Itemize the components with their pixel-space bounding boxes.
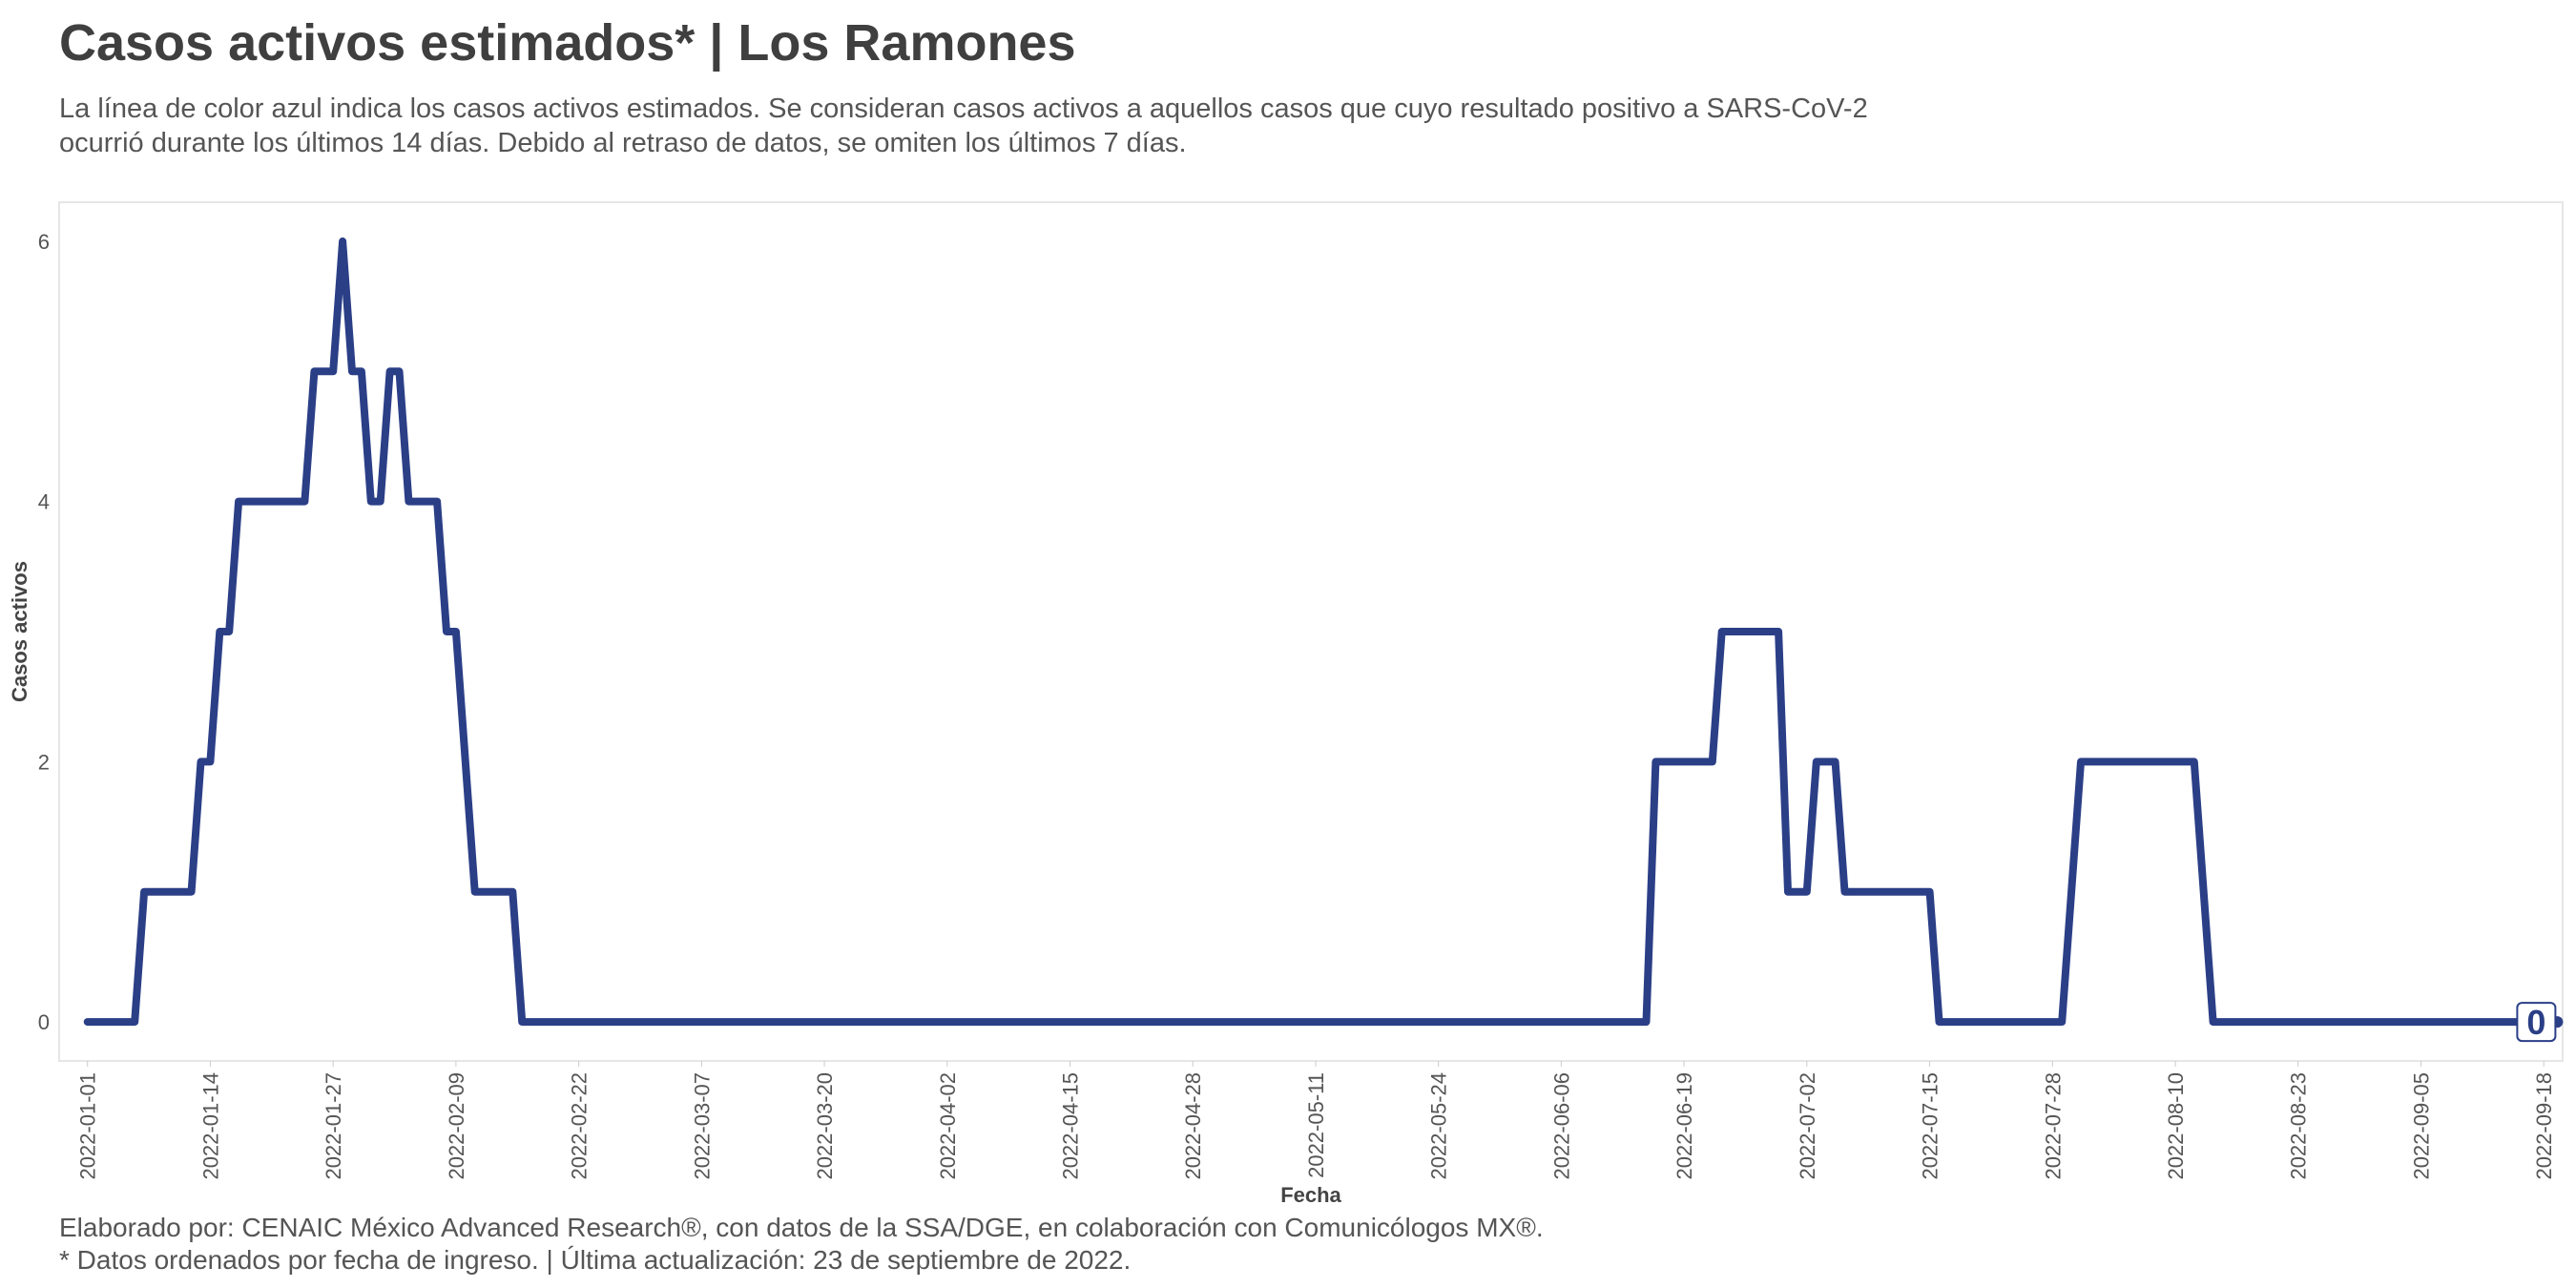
y-tick-label: 2: [38, 750, 50, 774]
x-tick-label: 2022-01-14: [198, 1072, 222, 1180]
x-tick-label: 2022-08-10: [2164, 1072, 2188, 1180]
x-tick-label: 2022-04-15: [1059, 1072, 1083, 1180]
x-tick-label: 2022-07-02: [1796, 1072, 1819, 1180]
plot-area: [58, 201, 2564, 1062]
x-tick-label: 2022-09-05: [2409, 1072, 2433, 1180]
x-axis-title: Fecha: [1280, 1183, 1341, 1207]
footer: Elaborado por: CENAIC México Advanced Re…: [59, 1212, 1544, 1277]
x-tick-label: 2022-06-06: [1549, 1072, 1573, 1180]
x-tick-label: 2022-06-19: [1672, 1072, 1696, 1180]
y-tick-label: 0: [38, 1010, 50, 1034]
end-value-label: 0: [2516, 1002, 2557, 1043]
x-tick-label: 2022-03-20: [813, 1072, 837, 1180]
x-tick-label: 2022-07-28: [2041, 1072, 2065, 1180]
x-tick-label: 2022-08-23: [2287, 1072, 2311, 1180]
x-tick-label: 2022-04-02: [936, 1072, 960, 1180]
x-tick-label: 2022-03-07: [690, 1072, 714, 1180]
x-tick-label: 2022-02-09: [445, 1072, 468, 1180]
x-tick-label: 2022-05-24: [1427, 1072, 1451, 1180]
footer-note: * Datos ordenados por fecha de ingreso. …: [59, 1245, 1132, 1275]
x-tick-label: 2022-01-01: [76, 1072, 100, 1180]
footer-credits: Elaborado por: CENAIC México Advanced Re…: [59, 1213, 1544, 1242]
x-tick-label: 2022-09-18: [2532, 1072, 2556, 1180]
chart-subtitle: La línea de color azul indica los casos …: [59, 93, 1868, 158]
x-tick-label: 2022-04-28: [1181, 1072, 1205, 1180]
x-axis: 2022-01-01 2022-01-14 2022-01-27 2022-02-09…: [76, 1061, 2556, 1180]
end-value-label-text: 0: [2526, 1003, 2545, 1042]
active-cases-line: [83, 237, 2529, 1027]
y-axis: 0 2 4 6: [38, 230, 50, 1034]
chart-title: Casos activos estimados* | Los Ramones: [59, 14, 1076, 72]
end-value-label-box: [2516, 1002, 2557, 1043]
x-tick-label: 2022-05-11: [1304, 1072, 1328, 1178]
y-tick-label: 4: [38, 490, 50, 514]
x-tick-label: 2022-07-15: [1919, 1072, 1942, 1180]
x-tick-label: 2022-02-22: [568, 1072, 592, 1180]
y-axis-title: Casos activos: [8, 561, 31, 702]
y-tick-label: 6: [38, 230, 50, 254]
x-tick-label: 2022-01-27: [322, 1072, 345, 1180]
